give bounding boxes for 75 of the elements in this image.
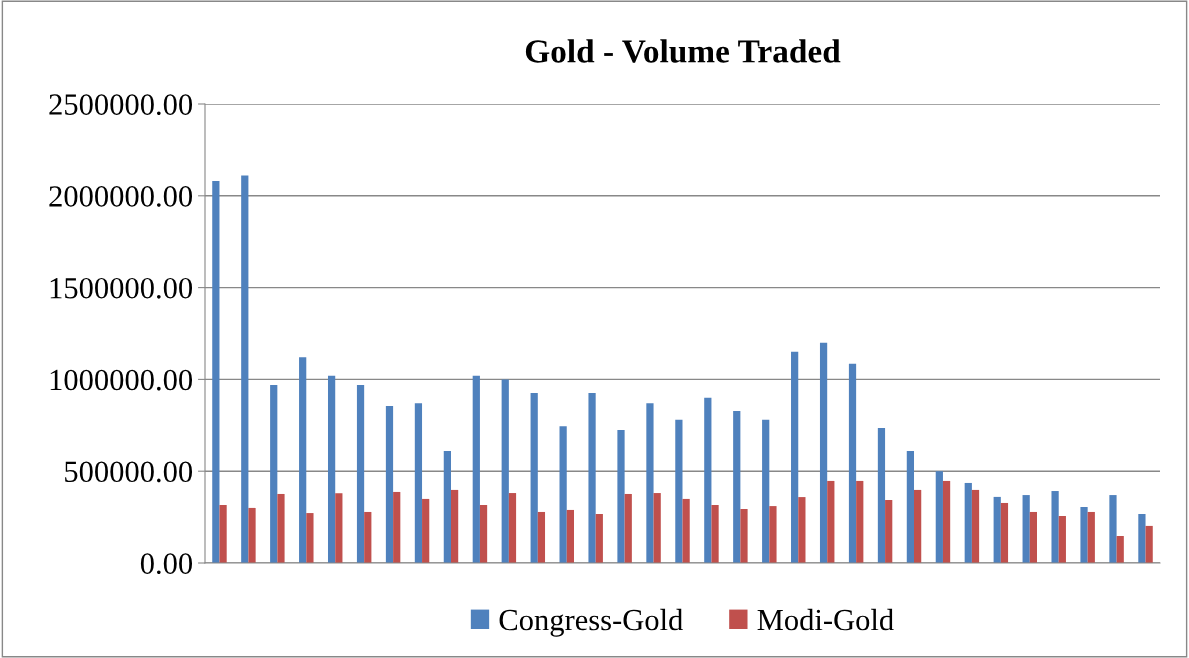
- y-tick-label: 1500000.00: [50, 277, 193, 299]
- chart-title: Gold - Volume Traded: [525, 39, 841, 63]
- bar: [1022, 495, 1030, 563]
- bar: [935, 471, 943, 563]
- y-tick-label: 1000000.00: [50, 369, 193, 391]
- bar: [508, 493, 517, 563]
- bar: [219, 504, 227, 563]
- bar: [212, 181, 220, 563]
- bar: [443, 451, 451, 563]
- y-tick-label: 2000000.00: [49, 186, 193, 207]
- bar: [617, 430, 625, 563]
- bar: [1000, 502, 1009, 563]
- bar: [964, 482, 972, 563]
- bar: [711, 504, 719, 563]
- bar: [1087, 511, 1095, 563]
- bar: [993, 496, 1001, 563]
- bar: [270, 384, 278, 563]
- bar: [356, 384, 365, 563]
- bar: [733, 410, 741, 563]
- bar: [942, 480, 951, 563]
- bar: [675, 419, 683, 563]
- bar: [588, 392, 596, 563]
- bar: [327, 375, 336, 563]
- bar: [595, 513, 603, 563]
- bar: [422, 498, 430, 563]
- bar: [624, 493, 632, 563]
- bar: [740, 509, 748, 563]
- bar: [472, 375, 480, 563]
- bar: [450, 489, 459, 563]
- y-tick-label: 0.00: [140, 553, 193, 575]
- bar: [385, 406, 394, 563]
- bar: [479, 504, 488, 563]
- bar: [241, 175, 249, 563]
- bar: [914, 489, 922, 563]
- bar: [769, 506, 777, 563]
- bar: [791, 351, 799, 563]
- y-tick-label: 2500000.00: [49, 94, 193, 116]
- bar: [537, 511, 546, 563]
- bar: [704, 397, 712, 563]
- bar: [798, 497, 806, 563]
- bar: [1051, 491, 1059, 563]
- bar: [559, 426, 567, 563]
- bar: [646, 403, 654, 563]
- bar: [1080, 507, 1088, 563]
- bar: [762, 419, 770, 563]
- bar: [1116, 536, 1124, 563]
- bar: [277, 493, 285, 563]
- bar: [856, 480, 864, 563]
- bar: [848, 363, 857, 563]
- bar: [414, 403, 423, 563]
- bar: [1029, 511, 1038, 563]
- bar: [653, 493, 661, 563]
- bar: [1145, 525, 1153, 563]
- bar: [1138, 513, 1146, 563]
- bar: [827, 480, 835, 563]
- bar: [501, 379, 509, 563]
- bar: [885, 500, 893, 563]
- bar: [819, 342, 828, 563]
- bar: [364, 511, 372, 563]
- bar: [1109, 495, 1117, 563]
- bar: [566, 509, 574, 563]
- bar: [393, 491, 401, 563]
- bar: [335, 493, 343, 563]
- y-tick-label: 500000.00: [65, 461, 193, 483]
- bar: [877, 428, 886, 563]
- bar: [248, 507, 256, 563]
- legend-label: Modi-Gold: [757, 608, 894, 631]
- bar: [299, 357, 307, 563]
- bar: [530, 392, 538, 563]
- bar: [906, 451, 915, 563]
- legend-label: Congress-Gold: [499, 608, 683, 637]
- bar: [682, 498, 690, 563]
- bar: [1058, 516, 1066, 563]
- bar: [971, 489, 980, 563]
- bar: [306, 513, 314, 563]
